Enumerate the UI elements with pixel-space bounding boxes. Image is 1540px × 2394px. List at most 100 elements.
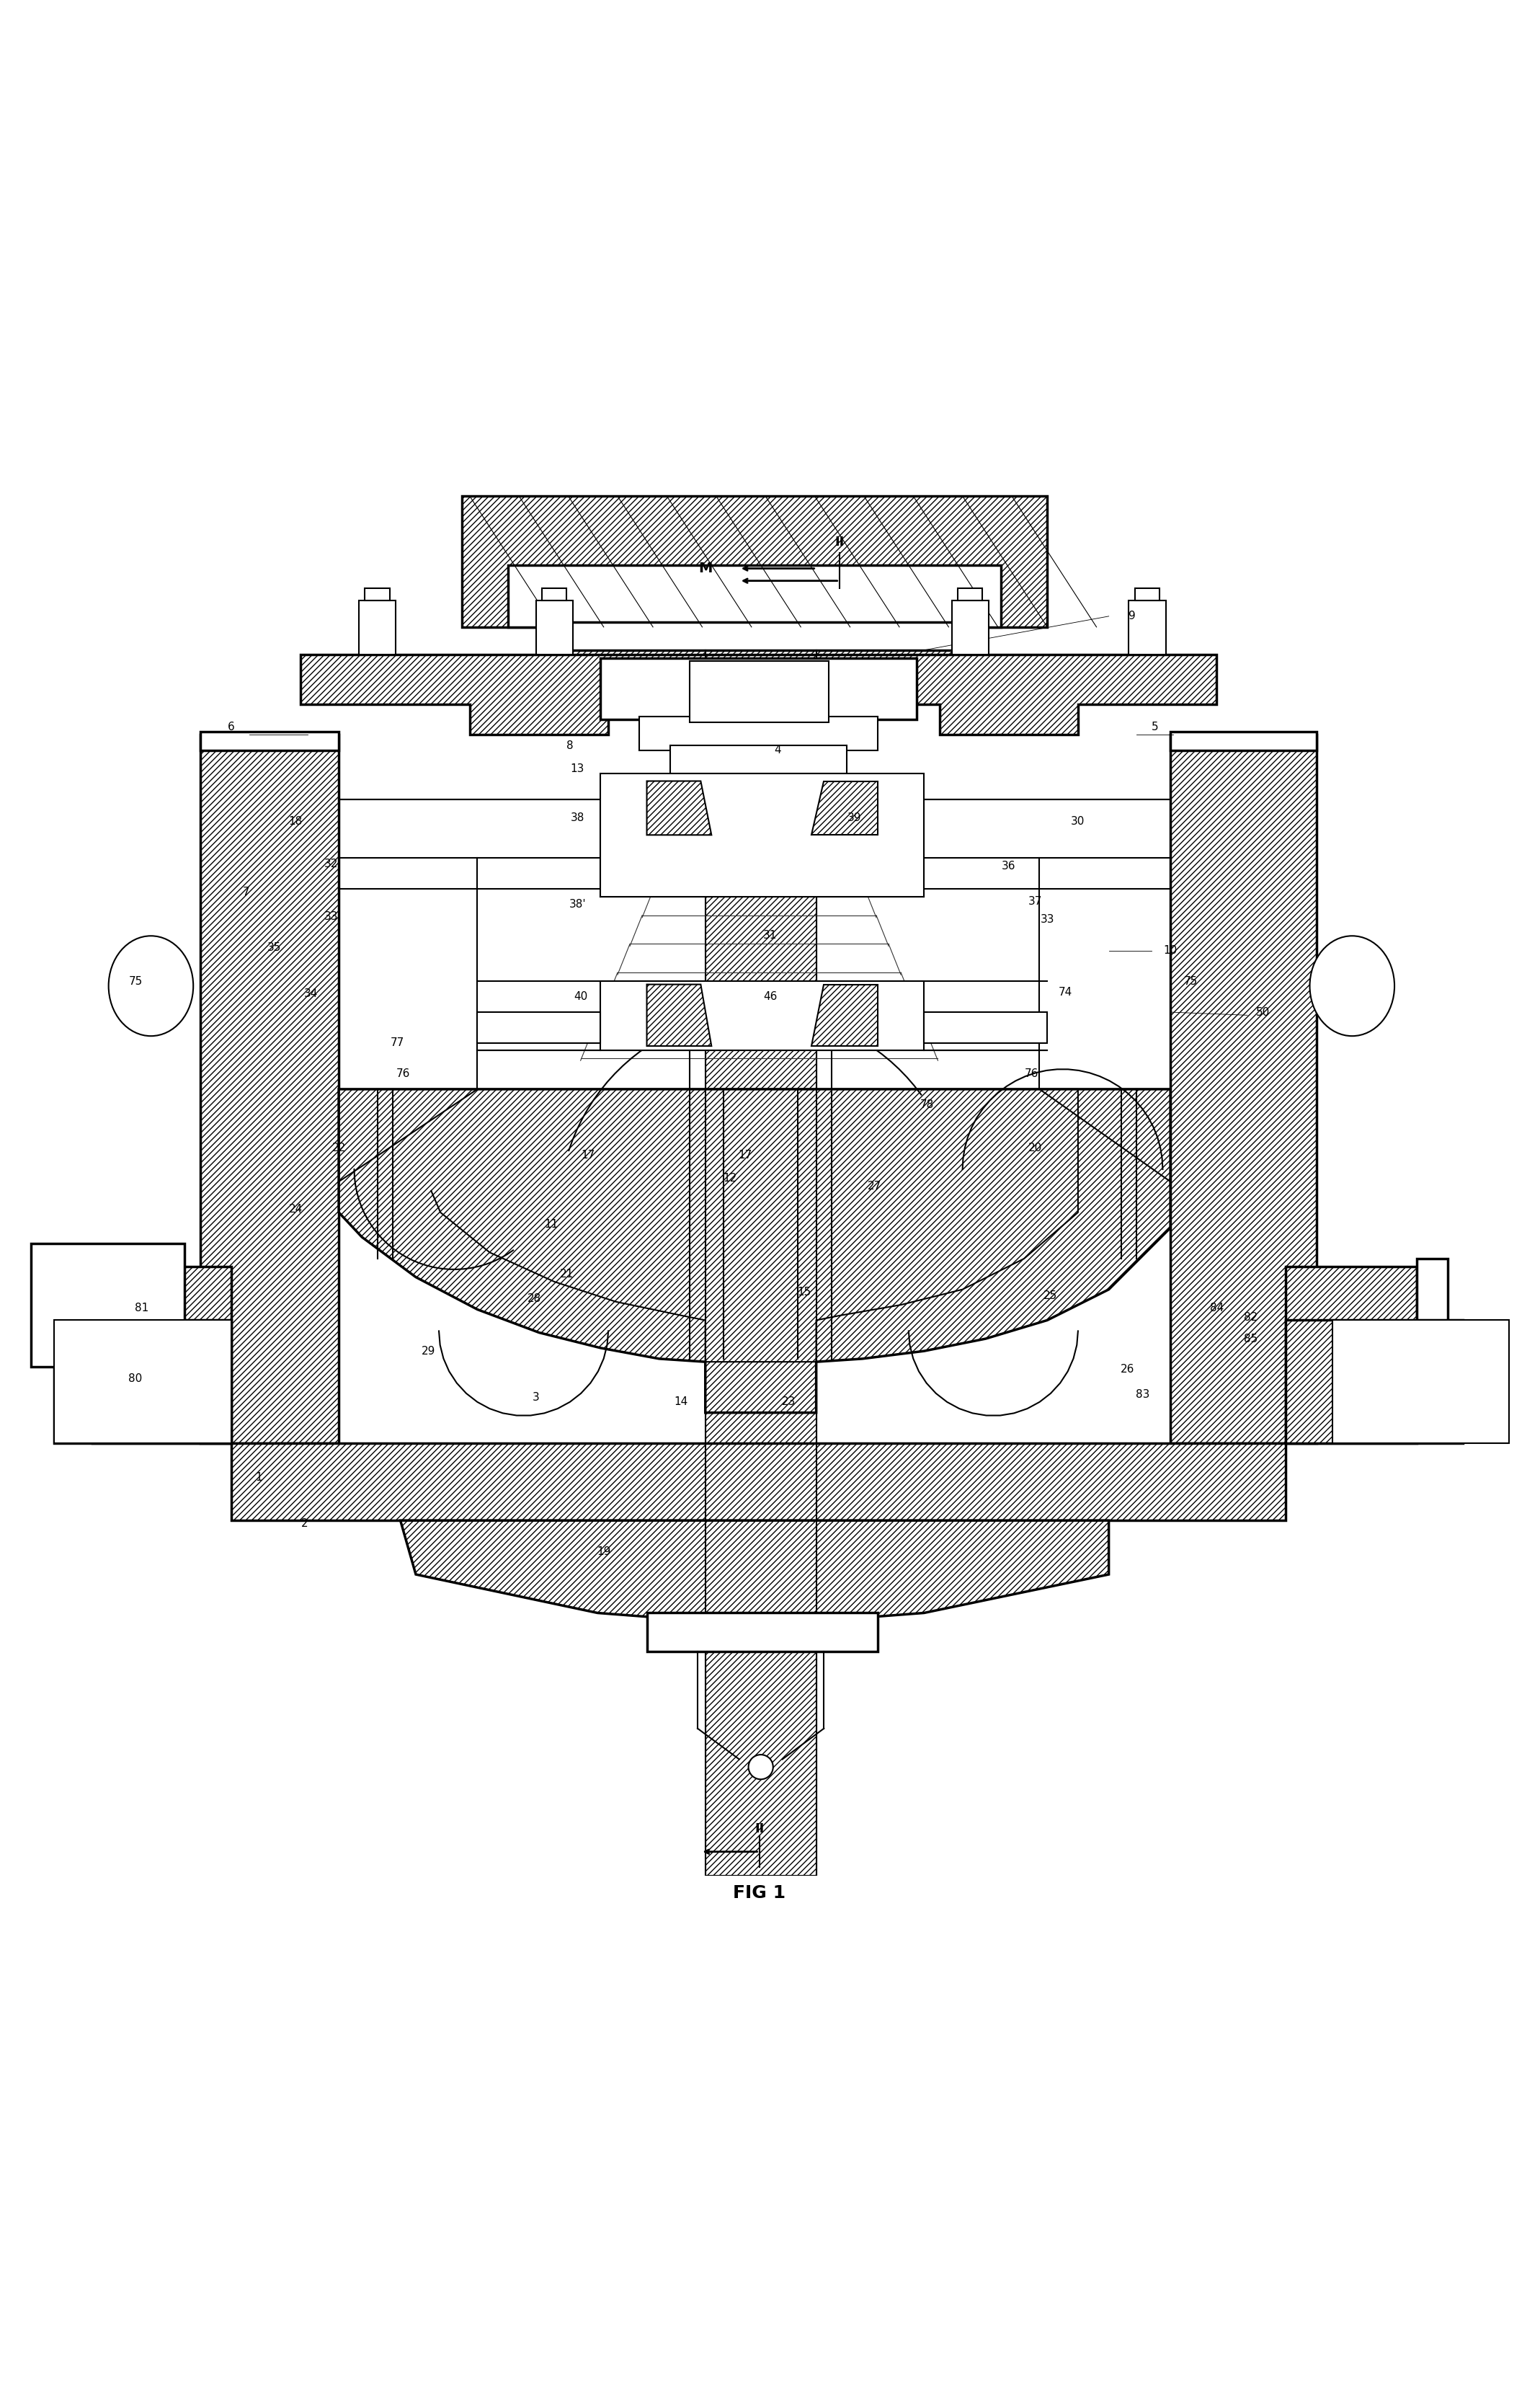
Text: 34: 34 — [303, 989, 319, 998]
Text: 24: 24 — [288, 1204, 303, 1214]
Bar — [31, 1242, 185, 1367]
Text: 76: 76 — [1024, 1068, 1040, 1080]
Bar — [1170, 733, 1317, 749]
Polygon shape — [1286, 1319, 1463, 1444]
Ellipse shape — [108, 936, 194, 1037]
Text: 80: 80 — [128, 1374, 143, 1384]
Text: 17: 17 — [738, 1149, 753, 1161]
Text: 22: 22 — [331, 1142, 346, 1154]
Text: 8: 8 — [567, 740, 573, 752]
Text: II: II — [835, 536, 844, 548]
Text: 40: 40 — [573, 991, 588, 1003]
Text: 30: 30 — [1070, 816, 1086, 826]
Bar — [200, 733, 339, 749]
Text: 11: 11 — [544, 1219, 559, 1231]
Text: 19: 19 — [596, 1547, 611, 1556]
Text: 23: 23 — [781, 1396, 796, 1408]
Polygon shape — [54, 1319, 231, 1444]
Bar — [601, 658, 916, 721]
Bar — [601, 982, 924, 1051]
Text: 38': 38' — [568, 898, 587, 910]
Text: 36: 36 — [1001, 859, 1016, 871]
Bar — [359, 601, 396, 654]
Text: 50: 50 — [1255, 1008, 1271, 1017]
Text: 78: 78 — [919, 1099, 935, 1111]
Text: 12: 12 — [722, 1173, 738, 1185]
Text: 75: 75 — [128, 977, 143, 986]
Polygon shape — [300, 654, 1217, 735]
Text: 38: 38 — [570, 812, 585, 824]
Bar — [670, 745, 847, 773]
Text: 25: 25 — [1043, 1290, 1058, 1300]
Text: 10: 10 — [1163, 946, 1178, 955]
Bar — [1135, 589, 1160, 601]
Text: 82: 82 — [1243, 1312, 1258, 1321]
Text: 46: 46 — [762, 991, 778, 1003]
Bar — [508, 565, 1001, 627]
Text: 76: 76 — [396, 1068, 411, 1080]
Bar — [690, 661, 829, 723]
Bar — [1332, 1319, 1509, 1444]
Bar — [62, 1259, 92, 1319]
Bar — [365, 589, 390, 601]
Text: 29: 29 — [420, 1345, 436, 1357]
Bar — [542, 589, 567, 601]
Polygon shape — [647, 984, 711, 1046]
Bar — [952, 601, 989, 654]
Text: 27: 27 — [867, 1180, 882, 1192]
Polygon shape — [462, 496, 1047, 658]
Bar — [647, 1614, 878, 1652]
Text: 33: 33 — [323, 912, 339, 922]
Text: FIG 1: FIG 1 — [733, 1884, 785, 1901]
Ellipse shape — [1311, 936, 1395, 1037]
Text: 35: 35 — [266, 941, 282, 953]
Bar — [536, 601, 573, 654]
Text: II: II — [755, 1822, 764, 1836]
Text: M: M — [698, 563, 713, 575]
Text: 18: 18 — [288, 816, 303, 826]
Text: 81: 81 — [134, 1302, 149, 1314]
Polygon shape — [705, 651, 816, 1875]
Bar — [958, 589, 983, 601]
Text: 17: 17 — [581, 1149, 596, 1161]
Polygon shape — [92, 1266, 231, 1444]
Text: 33: 33 — [1040, 915, 1055, 924]
Text: 9: 9 — [1129, 610, 1135, 622]
Bar — [539, 622, 970, 651]
Text: 15: 15 — [796, 1288, 812, 1298]
Polygon shape — [812, 780, 878, 836]
Bar — [477, 1013, 601, 1044]
Polygon shape — [400, 1520, 1109, 1621]
Text: 7: 7 — [243, 886, 249, 898]
Text: 3: 3 — [533, 1391, 539, 1403]
Text: 75: 75 — [1183, 977, 1198, 986]
Polygon shape — [1286, 1266, 1417, 1444]
Text: 14: 14 — [673, 1396, 688, 1408]
Bar — [601, 773, 924, 898]
Bar — [924, 1013, 1047, 1044]
Text: 20: 20 — [1027, 1142, 1043, 1154]
Bar — [1129, 601, 1166, 654]
Text: 1: 1 — [256, 1472, 262, 1482]
Text: 37: 37 — [1027, 895, 1043, 907]
Text: 77: 77 — [390, 1037, 405, 1049]
Text: 5: 5 — [1152, 721, 1158, 733]
Polygon shape — [200, 735, 339, 1444]
Text: 85: 85 — [1243, 1333, 1258, 1343]
Text: 32: 32 — [323, 859, 339, 869]
Circle shape — [748, 1755, 773, 1779]
Bar — [639, 716, 878, 749]
Text: 4: 4 — [775, 745, 781, 757]
Text: 84: 84 — [1209, 1302, 1224, 1314]
Polygon shape — [1170, 735, 1317, 1444]
Text: 13: 13 — [570, 764, 585, 773]
Polygon shape — [812, 984, 878, 1046]
Text: 6: 6 — [228, 721, 234, 733]
Bar — [1417, 1259, 1448, 1319]
Polygon shape — [231, 1444, 1286, 1520]
Text: 26: 26 — [1120, 1365, 1135, 1374]
Text: 21: 21 — [559, 1269, 574, 1278]
Polygon shape — [647, 780, 711, 836]
Text: 31: 31 — [762, 929, 778, 941]
Text: 28: 28 — [527, 1293, 542, 1305]
